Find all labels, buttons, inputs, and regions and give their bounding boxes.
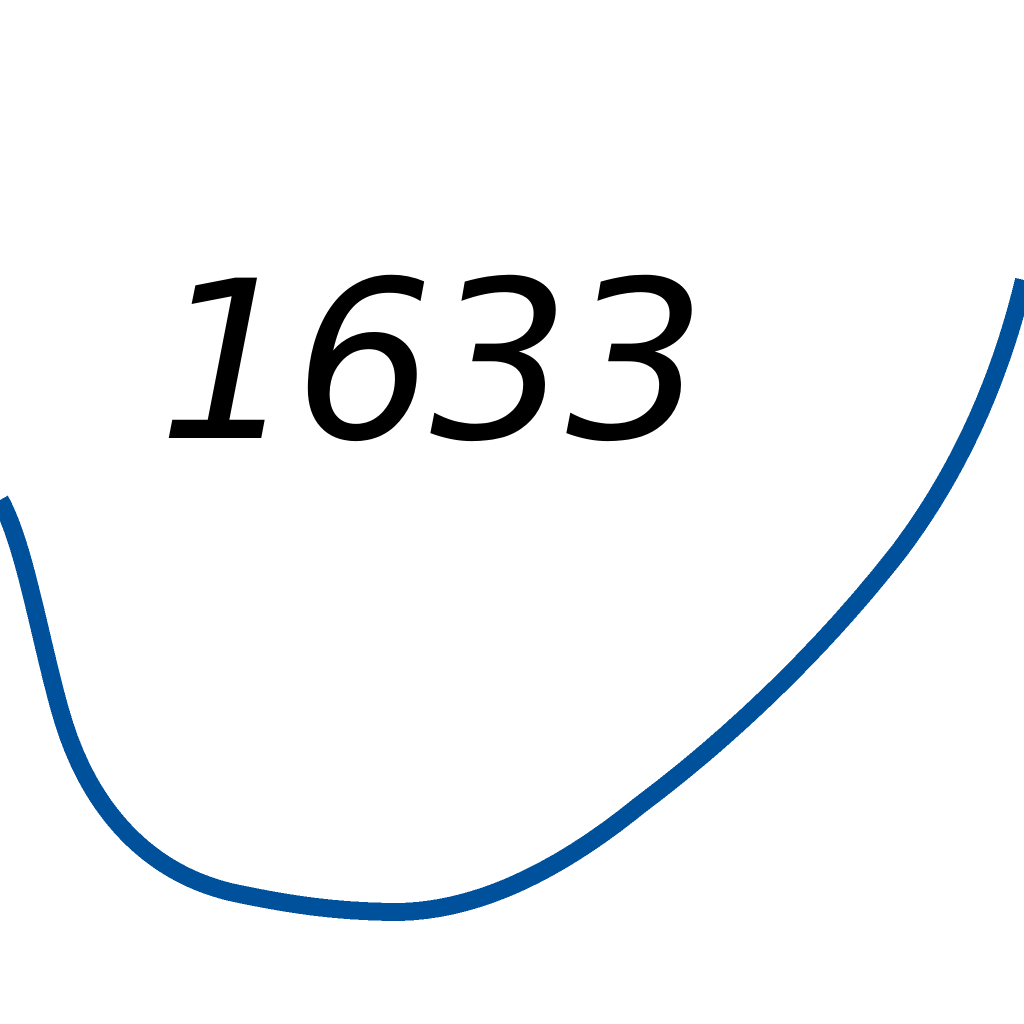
contour-elevation-label: 1633 [158,234,702,490]
contour-line [0,277,1024,921]
